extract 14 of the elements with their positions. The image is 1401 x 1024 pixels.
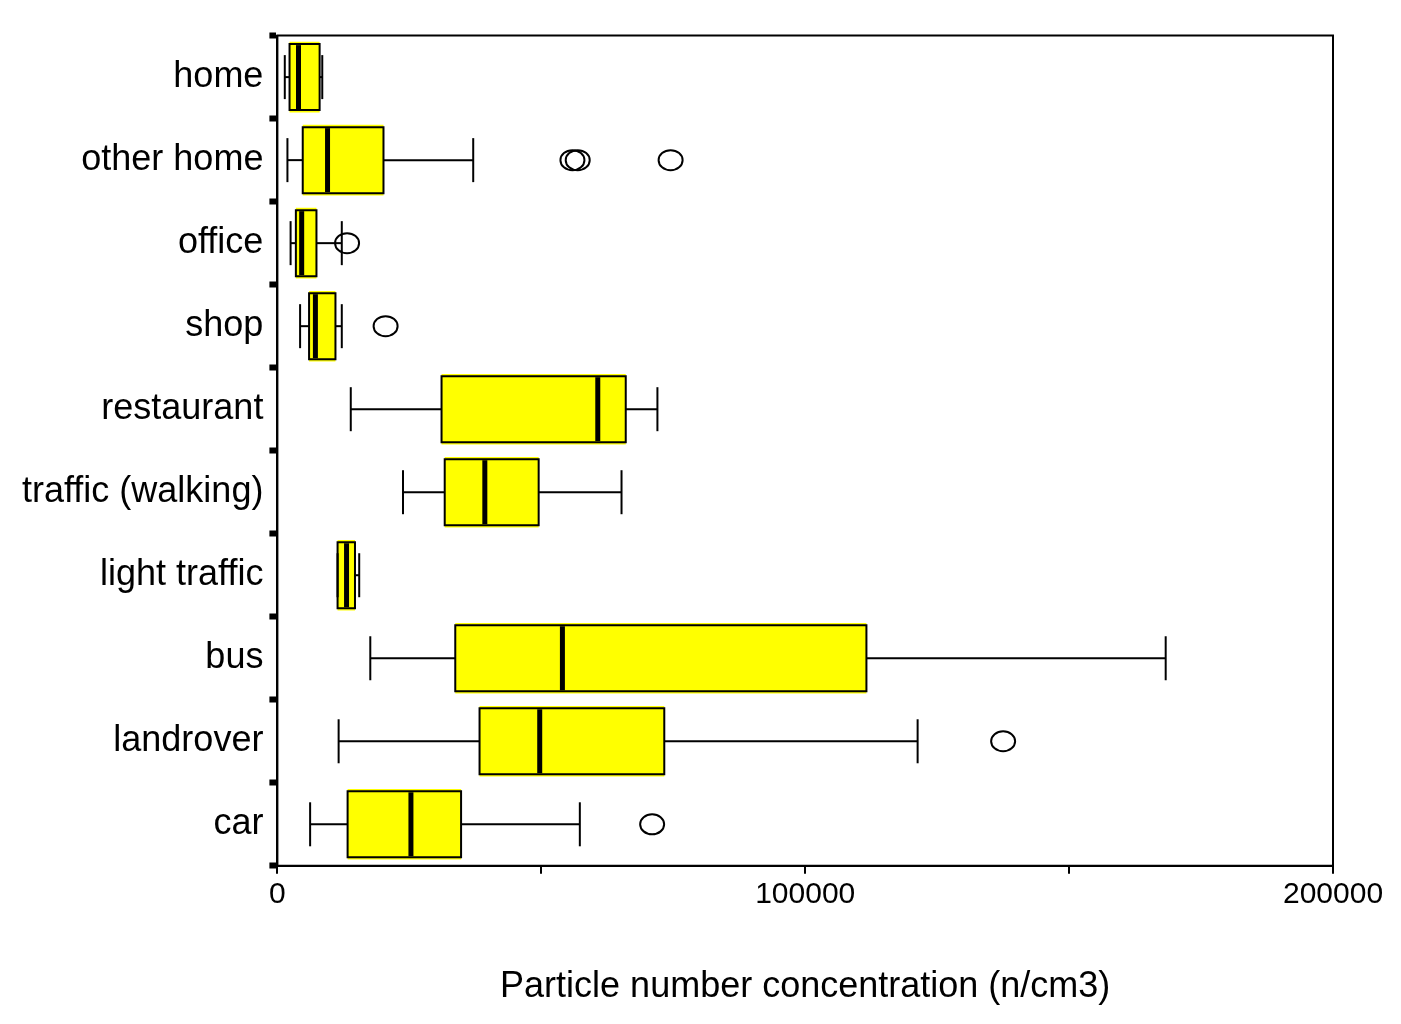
y-tick-label: traffic (walking) bbox=[21, 469, 264, 511]
y-tick-label: office bbox=[177, 220, 264, 262]
y-tick-label: car bbox=[213, 801, 264, 843]
y-tick-label: other home bbox=[81, 137, 264, 179]
y-tick-label: landrover bbox=[113, 718, 264, 760]
y-tick-label: bus bbox=[205, 635, 264, 677]
y-tick-label: restaurant bbox=[101, 386, 264, 428]
y-tick-label: shop bbox=[185, 303, 264, 345]
x-tick-label: 0 bbox=[269, 876, 286, 910]
y-tick-label: light traffic bbox=[99, 552, 264, 594]
x-axis-title: Particle number concentration (n/cm3) bbox=[500, 964, 1111, 1006]
y-tick-label: home bbox=[173, 54, 264, 96]
x-tick-label: 100000 bbox=[755, 876, 856, 910]
x-tick-label: 200000 bbox=[1282, 876, 1384, 910]
